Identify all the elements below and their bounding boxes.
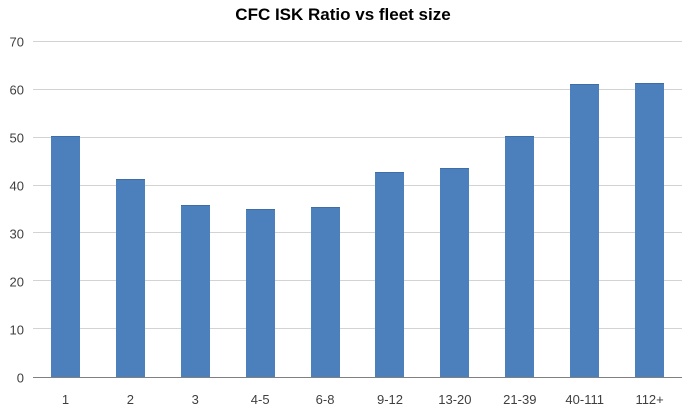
x-tick-label-40-111: 40-111 [565, 392, 604, 407]
y-tick-label-60: 60 [9, 82, 24, 98]
x-tick-label-2: 2 [126, 392, 134, 407]
y-tick-label-0: 0 [16, 370, 24, 386]
y-tick-label-50: 50 [9, 130, 24, 146]
x-tick-label-6-8: 6-8 [315, 392, 335, 407]
chart-title: CFC ISK Ratio vs fleet size [235, 5, 451, 24]
bar-2 [115, 179, 145, 377]
gridline-40 [33, 184, 682, 186]
gridline-70 [33, 41, 682, 42]
bar-1 [50, 136, 80, 377]
y-tick-label-20: 20 [9, 274, 24, 290]
x-tick-label-1: 1 [61, 392, 70, 407]
plot-area [33, 41, 682, 378]
gridline-30 [33, 232, 682, 234]
bar-13-20 [440, 168, 470, 377]
x-axis: 1 2 3 4-5 6-8 9-12 13-20 21-39 40-111 112+ [33, 392, 682, 412]
bar-slot [358, 42, 423, 377]
bar-112+ [635, 82, 665, 377]
bar-slot [98, 42, 163, 377]
gridline-60 [33, 88, 682, 90]
bar-slot [552, 42, 617, 377]
y-axis: 0 10 20 30 40 50 60 70 [0, 36, 28, 385]
bar-slot [293, 42, 358, 377]
bar-slot [163, 42, 228, 377]
gridline-20 [33, 280, 682, 282]
x-tick-label-3: 3 [191, 392, 199, 407]
bars-container [33, 42, 682, 377]
bar-slot [228, 42, 293, 377]
x-tick-label-112+: 112+ [635, 392, 664, 407]
gridline-50 [33, 136, 682, 138]
bar-9-12 [375, 172, 405, 377]
gridline-10 [33, 328, 682, 330]
y-tick-label-10: 10 [9, 322, 24, 338]
x-tick-label-13-20: 13-20 [438, 392, 472, 407]
bar-slot [487, 42, 552, 377]
y-tick-label-40: 40 [9, 178, 24, 194]
bar-21-39 [505, 136, 535, 377]
y-tick-label-30: 30 [9, 226, 24, 242]
bar-3 [180, 205, 210, 377]
x-tick-label-4-5: 4-5 [250, 392, 270, 407]
bar-slot [33, 42, 98, 377]
bar-slot [422, 42, 487, 377]
y-tick-label-70: 70 [9, 34, 24, 50]
bar-6-8 [310, 207, 340, 377]
x-tick-label-21-39: 21-39 [503, 392, 537, 407]
bar-4-5 [245, 208, 275, 377]
bar-slot [617, 42, 682, 377]
bar-40-111 [570, 84, 600, 377]
x-tick-label-9-12: 9-12 [376, 392, 403, 407]
